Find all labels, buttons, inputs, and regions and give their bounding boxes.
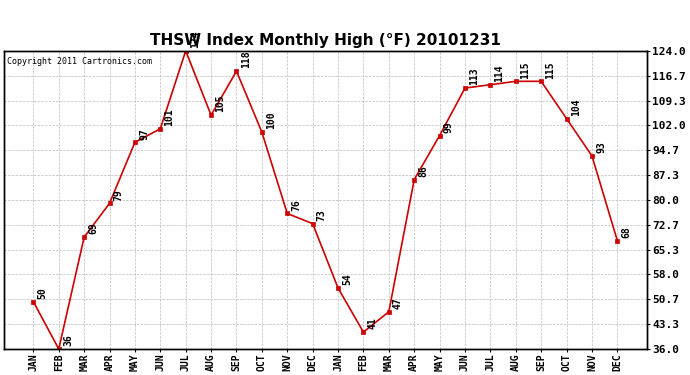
Text: 36: 36 — [63, 334, 73, 346]
Text: 97: 97 — [139, 128, 149, 140]
Text: 124: 124 — [190, 30, 200, 48]
Text: 101: 101 — [164, 108, 175, 126]
Text: 113: 113 — [469, 68, 479, 86]
Text: 93: 93 — [596, 141, 606, 153]
Text: 115: 115 — [520, 61, 530, 78]
Text: 115: 115 — [545, 61, 555, 78]
Text: 69: 69 — [88, 223, 98, 234]
Text: 99: 99 — [444, 121, 454, 133]
Text: 114: 114 — [495, 64, 504, 82]
Text: 68: 68 — [622, 226, 631, 238]
Title: THSW Index Monthly High (°F) 20101231: THSW Index Monthly High (°F) 20101231 — [150, 33, 501, 48]
Text: 100: 100 — [266, 112, 276, 129]
Text: 41: 41 — [368, 318, 377, 329]
Text: 105: 105 — [215, 95, 225, 112]
Text: 50: 50 — [37, 287, 48, 299]
Text: 104: 104 — [571, 98, 581, 116]
Text: 54: 54 — [342, 273, 352, 285]
Text: Copyright 2011 Cartronics.com: Copyright 2011 Cartronics.com — [8, 57, 152, 66]
Text: 79: 79 — [114, 189, 124, 201]
Text: 86: 86 — [418, 165, 428, 177]
Text: 118: 118 — [241, 51, 250, 68]
Text: 76: 76 — [291, 199, 302, 211]
Text: 73: 73 — [317, 209, 327, 221]
Text: 47: 47 — [393, 297, 403, 309]
